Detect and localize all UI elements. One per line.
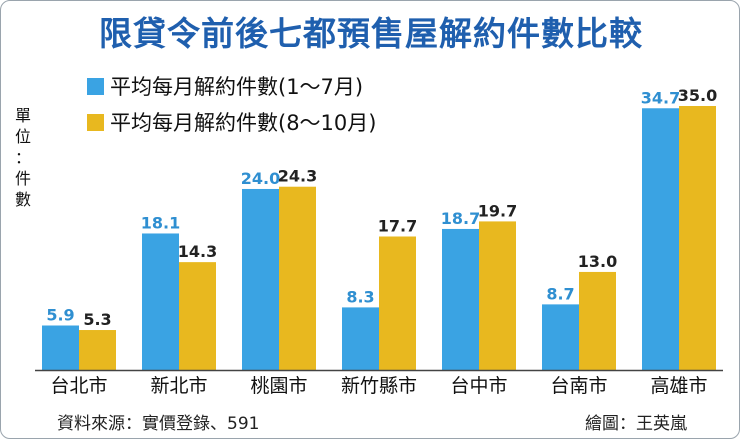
bar-hsinchu-series-1: [342, 307, 379, 370]
bar-taipei-series-1: [42, 325, 79, 370]
bar-taipei-series-2: [79, 330, 116, 370]
legend-item-jan-jul: 平均每月解約件數(1～7月): [87, 71, 363, 101]
x-tick-new-taipei: 新北市: [150, 375, 207, 397]
bar-tainan-series-1: [542, 304, 579, 370]
unit-char: 單: [14, 106, 31, 125]
bar-new-taipei-series-1: [142, 233, 179, 370]
x-tick-taoyuan: 桃園市: [250, 375, 307, 397]
bar-kaohsiung-series-2: [679, 106, 716, 370]
data-label-new-taipei-series-1: 18.1: [141, 213, 180, 232]
data-label-kaohsiung-series-1: 34.7: [641, 88, 680, 107]
data-label-hsinchu-series-1: 8.3: [346, 287, 374, 306]
x-tick-hsinchu: 新竹縣市: [341, 375, 417, 397]
data-label-kaohsiung-series-2: 35.0: [678, 86, 717, 105]
data-label-tainan-series-2: 13.0: [578, 252, 617, 271]
unit-char: 位: [14, 127, 31, 146]
data-label-taipei-series-2: 5.3: [83, 310, 111, 329]
unit-char: 數: [14, 190, 31, 209]
unit-label: 單 位 ： 件 數: [11, 105, 35, 210]
data-label-taoyuan-series-1: 24.0: [241, 169, 280, 188]
legend-item-aug-oct: 平均每月解約件數(8～10月): [87, 107, 376, 137]
bar-tainan-series-2: [579, 271, 616, 370]
credit-note: 繪圖：王英嵐: [585, 414, 687, 434]
data-label-tainan-series-1: 8.7: [546, 284, 574, 303]
x-tick-taipei: 台北市: [50, 375, 107, 397]
bar-taoyuan-series-1: [242, 188, 279, 370]
data-label-taoyuan-series-2: 24.3: [278, 167, 317, 186]
bar-taichung-series-2: [479, 221, 516, 370]
bar-kaohsiung-series-1: [642, 108, 679, 371]
legend-label-aug-oct: 平均每月解約件數(8～10月): [110, 111, 377, 135]
x-tick-kaohsiung: 高雄市: [650, 375, 707, 397]
source-note: 資料來源：實價登錄、591: [57, 414, 260, 434]
data-label-hsinchu-series-2: 17.7: [378, 216, 417, 235]
bar-new-taipei-series-2: [179, 262, 216, 370]
data-label-taipei-series-1: 5.9: [46, 305, 74, 324]
legend-label-jan-jul: 平均每月解約件數(1～7月): [110, 75, 364, 99]
bar-hsinchu-series-2: [379, 236, 416, 370]
x-tick-tainan: 台南市: [550, 375, 607, 397]
legend-swatch-blue: [87, 78, 104, 95]
x-tick-taichung: 台中市: [450, 375, 507, 397]
bar-taichung-series-1: [442, 228, 479, 370]
chart-title: 限貸令前後七都預售屋解約件數比較: [99, 14, 643, 53]
legend-swatch-gold: [87, 114, 104, 131]
unit-char: ：: [14, 148, 31, 167]
bar-taoyuan-series-2: [279, 186, 316, 370]
unit-char: 件: [14, 169, 31, 188]
data-label-new-taipei-series-2: 14.3: [178, 242, 217, 261]
data-label-taichung-series-2: 19.7: [478, 201, 517, 220]
data-label-taichung-series-1: 18.7: [441, 209, 480, 228]
